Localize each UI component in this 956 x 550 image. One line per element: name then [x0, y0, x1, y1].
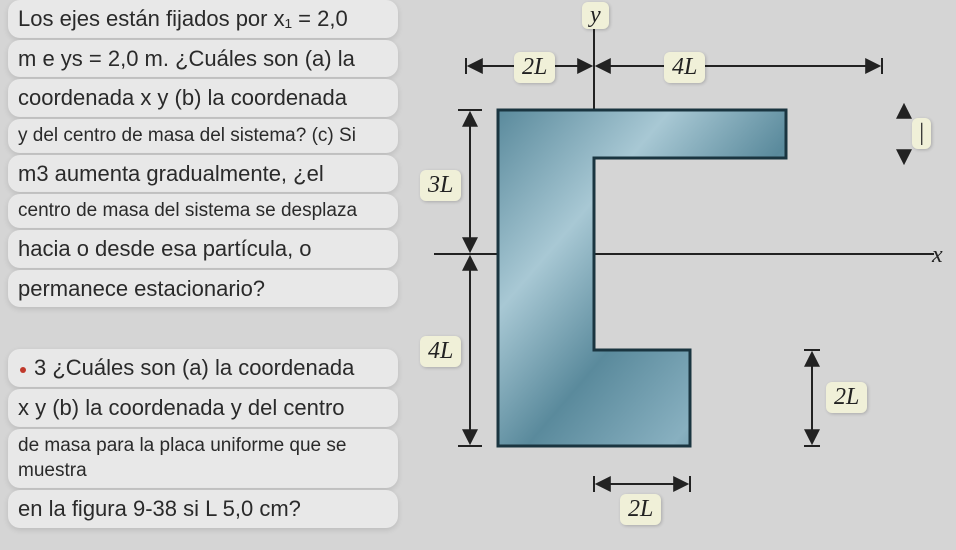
dim-bottom: 2L [620, 494, 661, 525]
problem-line-1: Los ejes están fijados por x₁ = 2,0 [8, 0, 398, 38]
problem-line-7: hacia o desde esa partícula, o [8, 230, 398, 268]
plate-diagram [404, 4, 944, 544]
dim-left-upper: 3L [420, 170, 461, 201]
problem-line-4: y del centro de masa del sistema? (c) Si [8, 119, 398, 153]
problem-line-8: permanece estacionario? [8, 270, 398, 308]
q3-line-4: en la figura 9-38 si L 5,0 cm? [8, 490, 398, 528]
dim-left-lower: 4L [420, 336, 461, 367]
y-axis-label: y [582, 2, 609, 29]
dim-right-lower: 2L [826, 382, 867, 413]
q3-line-1: 3 ¿Cuáles son (a) la coordenada [8, 349, 398, 387]
problem-line-6: centro de masa del sistema se desplaza [8, 194, 398, 228]
bullet-icon [20, 367, 26, 373]
dim-top-right: 4L [664, 52, 705, 83]
x-axis-label: x [924, 242, 951, 269]
dim-top-left: 2L [514, 52, 555, 83]
problem-line-5: m3 aumenta gradualmente, ¿el [8, 155, 398, 193]
q3-line-2: x y (b) la coordenada y del centro [8, 389, 398, 427]
text-column: Los ejes están fijados por x₁ = 2,0 m e … [8, 0, 398, 530]
problem-line-2: m e ys = 2,0 m. ¿Cuáles son (a) la [8, 40, 398, 78]
q3-line-3: de masa para la placa uniforme que se mu… [8, 429, 398, 488]
q3-text-1: 3 ¿Cuáles son (a) la coordenada [34, 353, 354, 383]
problem-line-3: coordenada x y (b) la coordenada [8, 79, 398, 117]
dim-arm-thickness: | [912, 118, 931, 149]
figure-9-38: 2L 4L 3L 4L 2L 2L | y x [404, 4, 944, 544]
